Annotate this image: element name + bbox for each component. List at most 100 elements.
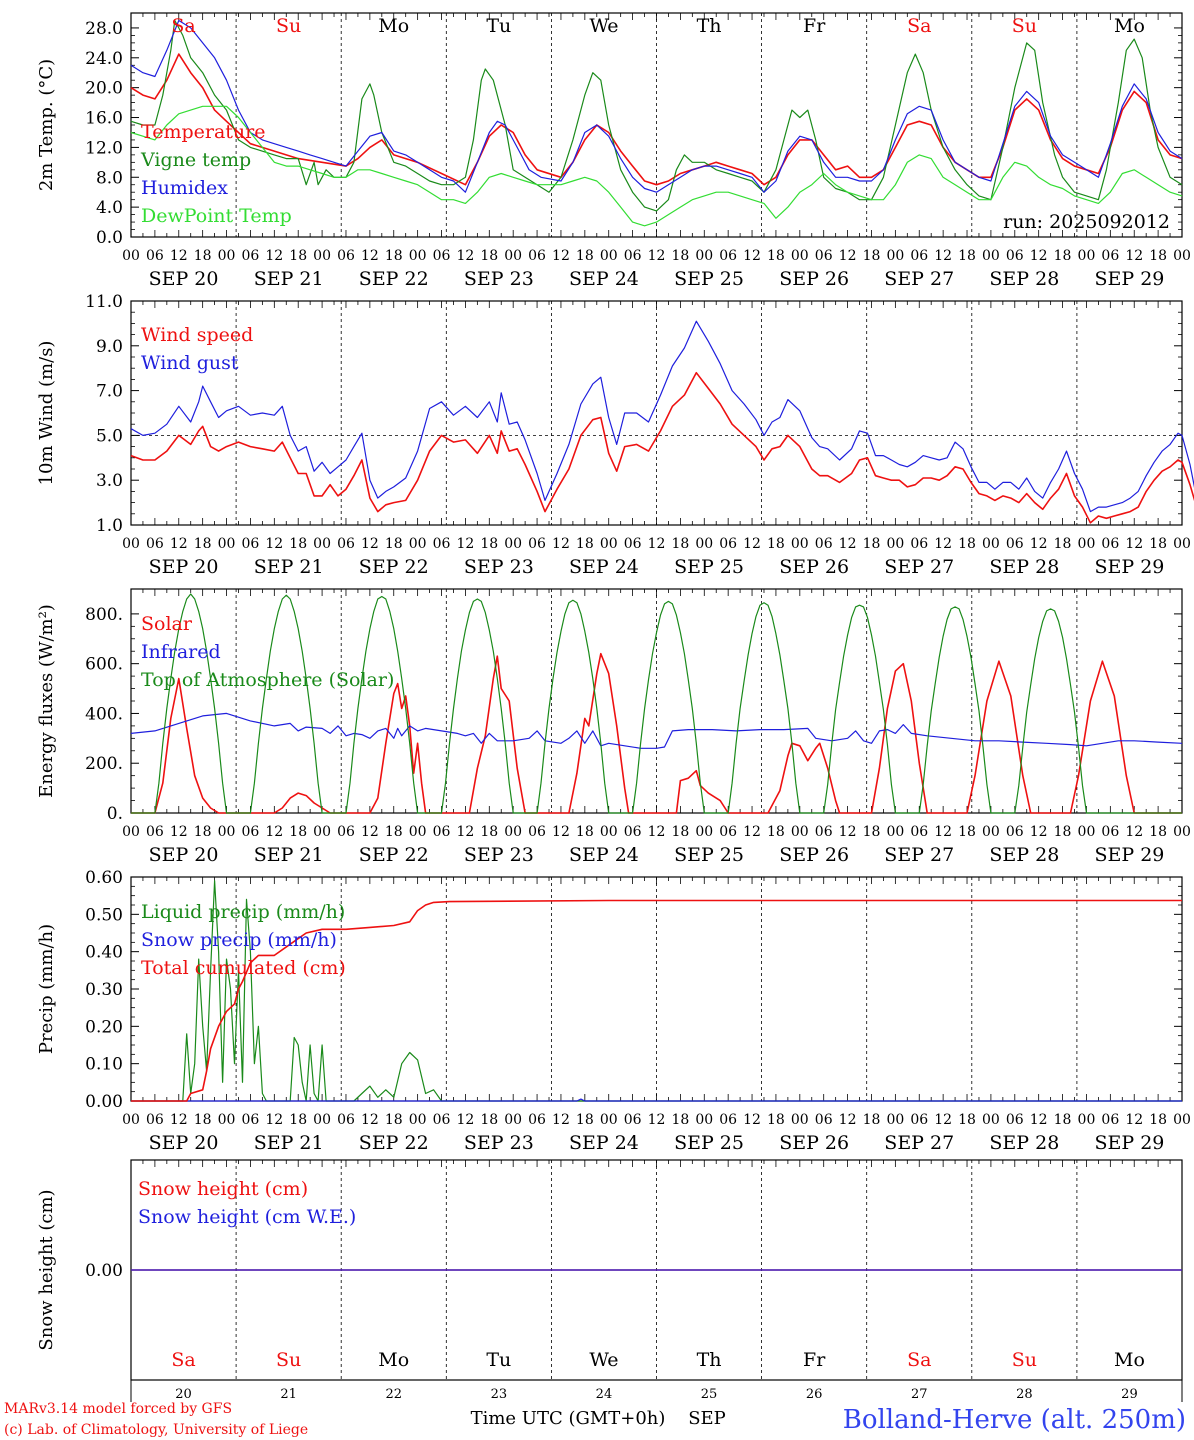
x-hour-label: 06 [242,248,260,264]
x-date-label: SEP 23 [464,556,534,578]
x-hour-label: 06 [433,824,451,840]
x-hour-label: 12 [648,824,666,840]
x-date-label: SEP 21 [254,1132,324,1154]
x-hour-label: 00 [504,248,522,264]
x-hour-label: 00 [600,536,618,552]
y-tick-label: 0.50 [85,905,123,925]
run-annotation: run: 2025092012 [1003,211,1170,233]
x-hour-label: 12 [361,536,379,552]
x-date-label: SEP 28 [989,1132,1059,1154]
y-tick-label: 0.20 [85,1017,123,1037]
x-hour-label: 06 [528,1112,546,1128]
y-tick-label: 0.00 [85,1092,123,1112]
panel-temp: 0.0 4.0 8.0 12.0 16.0 20.0 24.0 28.0 2m Temp. (°… [36,12,1191,290]
day-name: Fr [803,15,826,37]
y-tick-label: 5.0 [96,426,123,446]
legend-entry: Top of Atmosphere (Solar) [141,669,394,691]
x-hour-label: 00 [218,1112,236,1128]
x-hour-label: 18 [671,248,689,264]
x-hour-label: 12 [1030,248,1048,264]
x-hour-label: 12 [552,248,570,264]
x-hour-label: 00 [600,824,618,840]
time-axis-label: Time UTC (GMT+0h) [471,1408,666,1429]
x-hour-label: 12 [170,248,188,264]
x-hour-label: 12 [934,1112,952,1128]
x-hour-label: 18 [480,824,498,840]
x-hour-label: 06 [146,1112,164,1128]
y-tick-label: 3.0 [96,471,123,491]
x-hour-label: 12 [1030,824,1048,840]
y-tick-label: 0.00 [85,1261,123,1281]
x-hour-label: 00 [695,1112,713,1128]
series-wind-gust [130,320,1194,513]
x-date-label: SEP 27 [884,1132,954,1154]
x-hour-label: 00 [409,1112,427,1128]
x-hour-label: 00 [409,824,427,840]
x-hour-label: 06 [1006,248,1024,264]
x-hour-label: 12 [456,824,474,840]
day-name: Tu [486,15,511,37]
x-hour-label: 18 [1054,536,1072,552]
x-hour-label: 12 [1125,248,1143,264]
day-name: Mo [378,1349,409,1371]
x-hour-label: 00 [1078,248,1096,264]
legend-entry: Wind gust [141,352,239,374]
x-hour-label: 06 [1101,248,1119,264]
x-hour-label: 18 [863,536,881,552]
x-date-label: SEP 26 [779,556,849,578]
x-hour-label: 18 [671,536,689,552]
legend-entry: Snow precip (mm/h) [141,929,337,951]
x-hour-label: 18 [1149,248,1167,264]
x-hour-label: 06 [146,536,164,552]
month-label: SEP [688,1408,726,1429]
x-hour-label: 00 [1078,1112,1096,1128]
x-hour-label: 00 [313,824,331,840]
x-hour-label: 18 [1054,248,1072,264]
y-tick-label: 600. [85,655,123,675]
day-name: Tu [486,1349,511,1371]
x-hour-label: 06 [242,1112,260,1128]
x-hour-label: 12 [361,248,379,264]
x-hour-label: 12 [1030,1112,1048,1128]
x-hour-label: 06 [624,536,642,552]
day-name: Mo [1114,1349,1145,1371]
x-hour-label: 12 [839,1112,857,1128]
legend-entry: Infrared [141,641,221,663]
x-hour-label: 18 [194,248,212,264]
x-hour-label: 18 [576,536,594,552]
y-tick-label: 0.10 [85,1055,123,1075]
x-hour-label: 06 [1101,824,1119,840]
x-hour-label: 06 [433,248,451,264]
x-date-label: SEP 26 [779,844,849,866]
x-date-label: SEP 29 [1095,556,1165,578]
x-hour-label: 00 [695,824,713,840]
y-tick-label: 400. [85,704,123,724]
x-hour-label: 12 [743,1112,761,1128]
x-hour-label: 00 [695,536,713,552]
day-number: 24 [596,1387,613,1402]
day-name: Sa [171,1349,195,1371]
x-hour-label: 00 [791,536,809,552]
x-hour-label: 00 [1173,1112,1191,1128]
y-tick-label: 24.0 [85,49,123,69]
y-tick-label: 200. [85,754,123,774]
x-hour-label: 06 [624,1112,642,1128]
x-hour-label: 12 [934,536,952,552]
x-hour-label: 00 [695,248,713,264]
x-hour-label: 18 [194,1112,212,1128]
x-date-label: SEP 22 [359,268,429,290]
x-hour-label: 06 [528,248,546,264]
panel-snow: 0.00 Snow height (cm) Snow height (cm) Snow… [36,1159,1183,1402]
x-hour-label: 00 [982,536,1000,552]
x-hour-label: 18 [671,824,689,840]
x-hour-label: 00 [1173,824,1191,840]
x-date-label: SEP 21 [254,844,324,866]
x-hour-label: 12 [552,824,570,840]
x-hour-label: 06 [337,248,355,264]
x-date-label: SEP 25 [674,268,744,290]
x-hour-label: 12 [361,824,379,840]
x-hour-label: 00 [886,824,904,840]
x-date-label: SEP 20 [149,1132,219,1154]
series-snow-precip-mm-h- [131,1098,1182,1102]
y-tick-label: 800. [85,605,123,625]
